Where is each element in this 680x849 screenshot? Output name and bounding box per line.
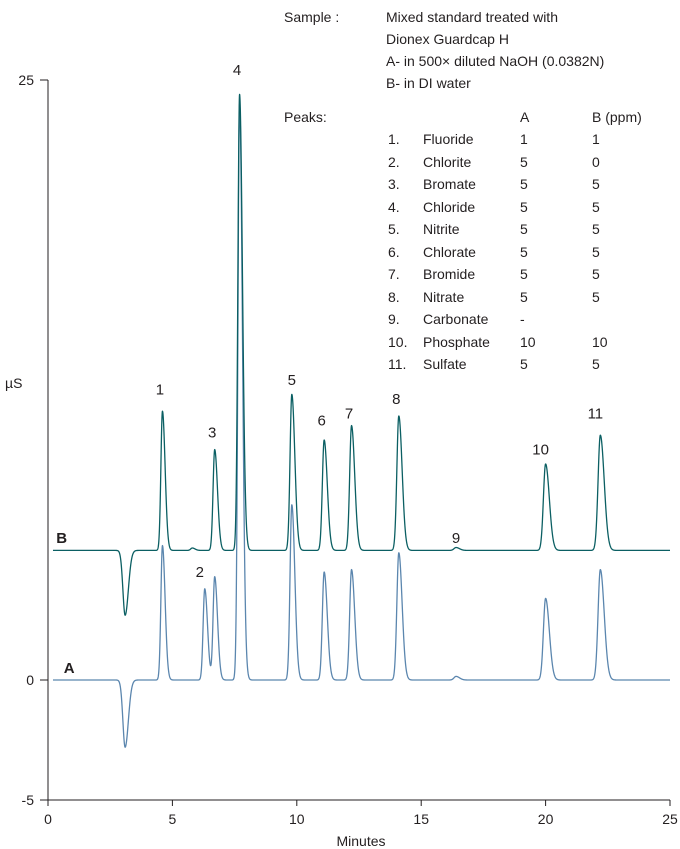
series-A-line (52, 103, 671, 748)
peak-row-name: Chloride (423, 198, 476, 215)
sample-line-4: B- in DI water (386, 75, 471, 91)
x-tick-label: 25 (662, 811, 678, 827)
peak-row-num: 11. (388, 356, 407, 372)
peak-label: 8 (392, 391, 400, 408)
peak-label: 10 (532, 441, 549, 458)
peak-row-a: 5 (520, 153, 528, 170)
sample-line-3: A- in 500× diluted NaOH (0.0382N) (386, 53, 605, 69)
x-tick-label: 15 (413, 811, 429, 827)
peak-row-b: 10 (592, 333, 608, 350)
peak-row-name: Sulfate (423, 356, 467, 372)
x-tick-label: 5 (169, 811, 177, 827)
peak-row-name: Carbonate (423, 311, 489, 327)
peak-row-num: 1. (388, 131, 400, 147)
peak-row-b: 5 (592, 243, 600, 260)
peak-row-a: 5 (520, 243, 528, 260)
peak-row-name: Bromide (423, 266, 476, 282)
peak-row-num: 5. (388, 221, 400, 237)
peak-row-num: 10. (388, 333, 408, 350)
x-tick-label: 10 (289, 811, 305, 827)
x-axis-label: Minutes (336, 833, 385, 849)
series-B-line (52, 93, 671, 616)
sample-label: Sample : (284, 9, 340, 25)
sample-line-1: Mixed standard treated with (386, 9, 558, 25)
peak-row-num: 2. (388, 153, 400, 170)
peak-row-num: 3. (388, 176, 400, 192)
peak-row-a: 5 (520, 356, 528, 372)
peak-row-a: 5 (520, 288, 528, 305)
y-tick-label: 25 (18, 72, 34, 88)
peak-row-num: 8. (388, 288, 400, 305)
peak-label: 2 (196, 564, 204, 581)
peaks-col-a-header: A (520, 109, 530, 125)
peak-row-b: 5 (592, 198, 600, 215)
peak-row-name: Fluoride (423, 131, 474, 147)
peak-row-name: Bromate (423, 176, 476, 192)
peak-row-b: 5 (592, 356, 600, 372)
peak-row-name: Chlorite (423, 153, 472, 170)
peak-row-b: 5 (592, 176, 600, 192)
trace-label: B (56, 530, 67, 547)
peak-row-name: Chlorate (423, 243, 476, 260)
peak-row-a: 5 (520, 221, 528, 237)
x-tick-label: 20 (538, 811, 554, 827)
peak-row-a: - (520, 311, 525, 327)
peak-row-b: 5 (592, 221, 600, 237)
peaks-col-b-header: B (ppm) (592, 109, 642, 125)
peak-row-a: 5 (520, 266, 528, 282)
peak-row-num: 9. (388, 311, 400, 327)
peak-label: 4 (233, 62, 241, 79)
trace-label: A (64, 660, 75, 677)
peak-row-num: 4. (388, 198, 400, 215)
peak-row-b: 0 (592, 153, 600, 170)
peak-row-num: 6. (388, 243, 400, 260)
peaks-label: Peaks: (284, 109, 327, 125)
peak-label: 5 (288, 372, 296, 389)
y-axis-label: µS (5, 375, 22, 391)
peak-row-a: 5 (520, 198, 528, 215)
y-tick-label: -5 (22, 792, 35, 808)
peak-row-b: 5 (592, 288, 600, 305)
peak-row-b: 1 (592, 131, 600, 147)
peak-label: 1 (156, 381, 164, 398)
y-tick-label: 0 (26, 672, 34, 688)
x-tick-label: 0 (44, 811, 52, 827)
peak-row-name: Phosphate (423, 333, 490, 350)
peak-label: 11 (588, 405, 604, 422)
peak-row-name: Nitrate (423, 288, 465, 305)
peak-label: 6 (318, 413, 326, 430)
peak-row-num: 7. (388, 266, 400, 282)
peak-row-b: 5 (592, 266, 600, 282)
peak-label: 7 (345, 405, 353, 422)
peak-row-a: 5 (520, 176, 528, 192)
peak-row-a: 10 (520, 333, 536, 350)
sample-line-2: Dionex Guardcap H (386, 31, 509, 47)
peak-row-name: Nitrite (423, 221, 460, 237)
peak-label: 9 (452, 530, 460, 547)
peak-label: 3 (208, 425, 216, 442)
peak-row-a: 1 (520, 131, 528, 147)
traces (52, 93, 671, 748)
